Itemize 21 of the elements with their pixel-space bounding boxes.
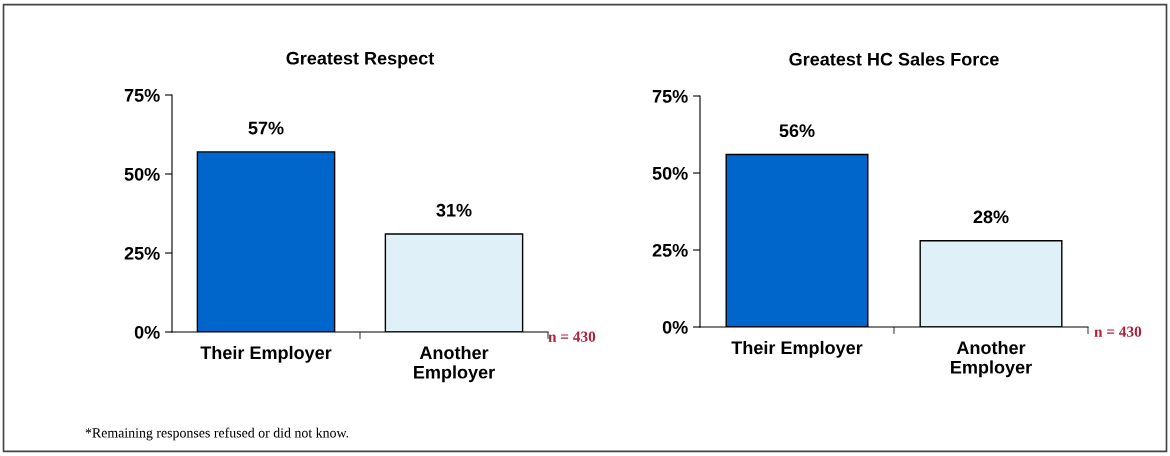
y-tick-label: 75% [124, 88, 160, 102]
x-tick-label: Another Employer [414, 345, 495, 383]
y-tick-label: 75% [652, 89, 688, 103]
y-tick-label: 50% [124, 167, 160, 181]
y-tick-label: 0% [134, 325, 160, 339]
data-label: 31% [436, 203, 472, 217]
y-tick-label: 25% [652, 243, 688, 257]
chart-title: Greatest HC Sales Force [789, 52, 999, 66]
y-tick-label: 50% [652, 166, 688, 180]
data-label: 56% [779, 124, 815, 138]
data-label: 57% [248, 121, 284, 135]
x-tick-label: Another Employer [951, 340, 1032, 378]
x-tick-label: Their Employer [200, 345, 332, 363]
x-tick-label: Their Employer [731, 340, 863, 358]
text: n = 430 [548, 331, 596, 342]
chart-title: Greatest Respect [286, 51, 435, 69]
text: *Remaining responses refused or did not know. [85, 427, 349, 441]
text: n = 430 [1094, 326, 1142, 337]
data-label: 28% [973, 210, 1009, 224]
y-tick-label: 0% [662, 320, 688, 334]
y-tick-label: 25% [124, 246, 160, 260]
